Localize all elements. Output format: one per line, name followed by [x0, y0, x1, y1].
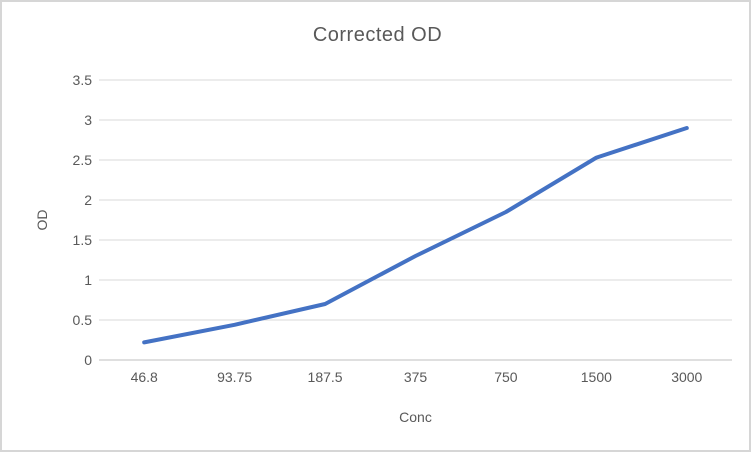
- y-tick-label: 2.5: [72, 152, 92, 168]
- x-tick-label: 750: [494, 369, 518, 385]
- x-tick-label: 3000: [671, 369, 703, 385]
- y-tick-label: 1: [84, 272, 92, 288]
- y-tick-label: 1.5: [72, 232, 92, 248]
- x-tick-label: 375: [403, 369, 428, 385]
- y-tick-label: 3: [84, 112, 92, 128]
- x-tick-label: 187.5: [307, 369, 343, 385]
- y-axis-title: OD: [34, 209, 50, 231]
- data-series-line: [142, 126, 689, 345]
- x-tick-label: 1500: [580, 369, 612, 385]
- x-axis-title: Conc: [399, 409, 432, 425]
- y-tick-label: 0: [84, 352, 92, 368]
- y-tick-label: 2: [84, 192, 92, 208]
- y-tick-label: 0.5: [72, 312, 92, 328]
- x-tick-label: 46.8: [130, 369, 158, 385]
- y-tick-label: 3.5: [72, 72, 92, 88]
- x-tick-label: 93.75: [217, 369, 253, 385]
- chart-title: Corrected OD: [312, 24, 443, 46]
